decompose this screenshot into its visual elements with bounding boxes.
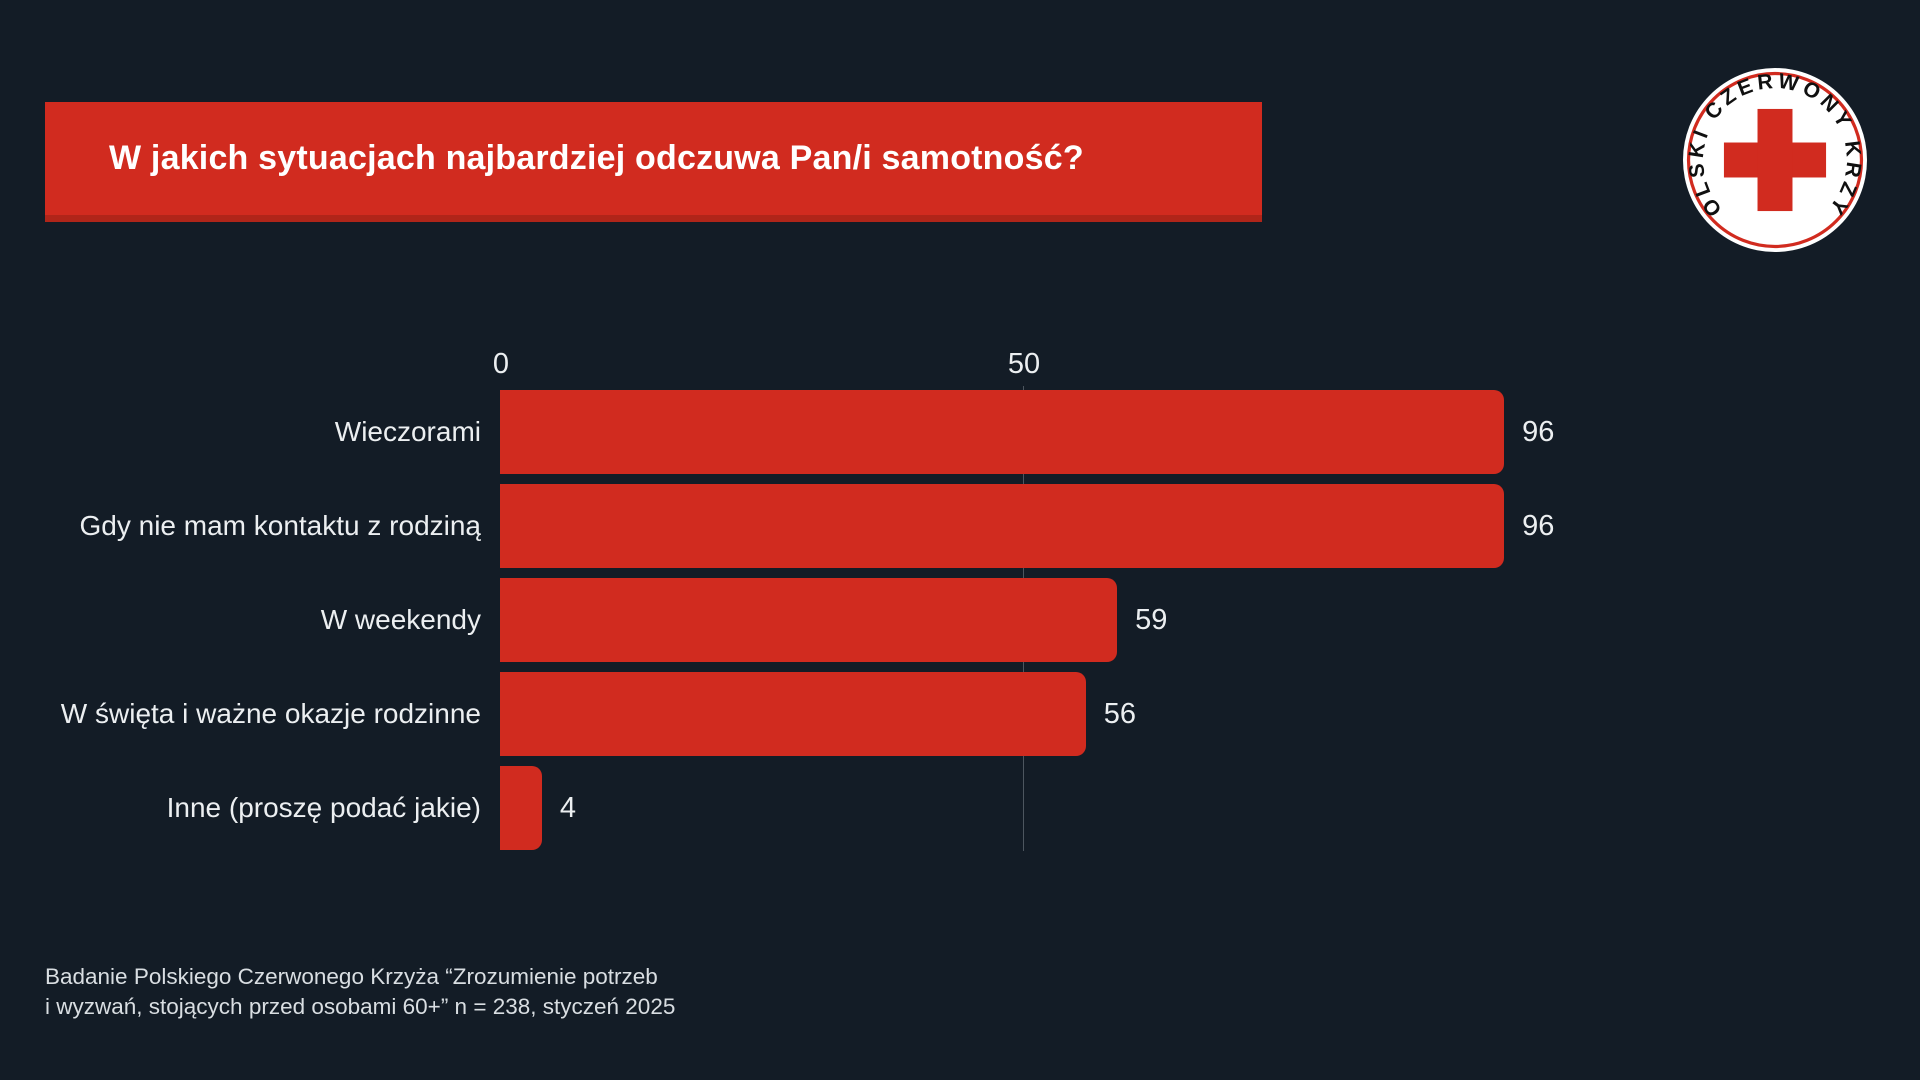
bar-row: Inne (proszę podać jakie) 4 xyxy=(0,766,1920,850)
category-label: W weekendy xyxy=(320,604,481,635)
value-label: 96 xyxy=(1522,509,1555,542)
pck-logo: POLSKI CZERWONY KRZYŻ xyxy=(1683,68,1867,252)
value-label: 96 xyxy=(1522,415,1555,448)
bar-row: W weekendy 59 xyxy=(0,578,1920,662)
value-label: 59 xyxy=(1135,603,1168,636)
title-banner: W jakich sytuacjach najbardziej odczuwa … xyxy=(45,102,1262,222)
bar xyxy=(500,672,1086,756)
bar xyxy=(500,390,1505,474)
source-note-line2: i wyzwań, stojących przed osobami 60+” n… xyxy=(45,994,676,1019)
page-title: W jakich sytuacjach najbardziej odczuwa … xyxy=(109,139,1084,177)
bar-row: W święta i ważne okazje rodzinne 56 xyxy=(0,672,1920,756)
value-label: 4 xyxy=(559,791,576,824)
red-cross-icon xyxy=(1723,108,1827,212)
category-label: Wieczorami xyxy=(334,416,481,447)
logo-red-ring xyxy=(1686,71,1864,249)
red-cross-logo-icon: POLSKI CZERWONY KRZYŻ xyxy=(1683,68,1867,252)
category-label: W święta i ważne okazje rodzinne xyxy=(60,698,481,729)
category-label: Gdy nie mam kontaktu z rodziną xyxy=(79,510,481,541)
x-tick-label: 50 xyxy=(1007,348,1041,380)
bar-row: Gdy nie mam kontaktu z rodziną 96 xyxy=(0,484,1920,568)
source-note-line1: Badanie Polskiego Czerwonego Krzyża “Zro… xyxy=(45,964,658,989)
value-label: 56 xyxy=(1103,697,1137,730)
bar-chart: 0 50 Wieczorami 96 Gdy nie mam kontaktu z ro… xyxy=(0,330,1920,870)
x-tick-label: 0 xyxy=(492,348,510,380)
source-note: Badanie Polskiego Czerwonego Krzyża “Zro… xyxy=(45,962,675,1022)
bar-row: Wieczorami 96 xyxy=(0,390,1920,474)
bar xyxy=(500,578,1118,662)
category-label: Inne (proszę podać jakie) xyxy=(166,792,481,823)
bar xyxy=(500,484,1505,568)
bar xyxy=(500,766,542,850)
